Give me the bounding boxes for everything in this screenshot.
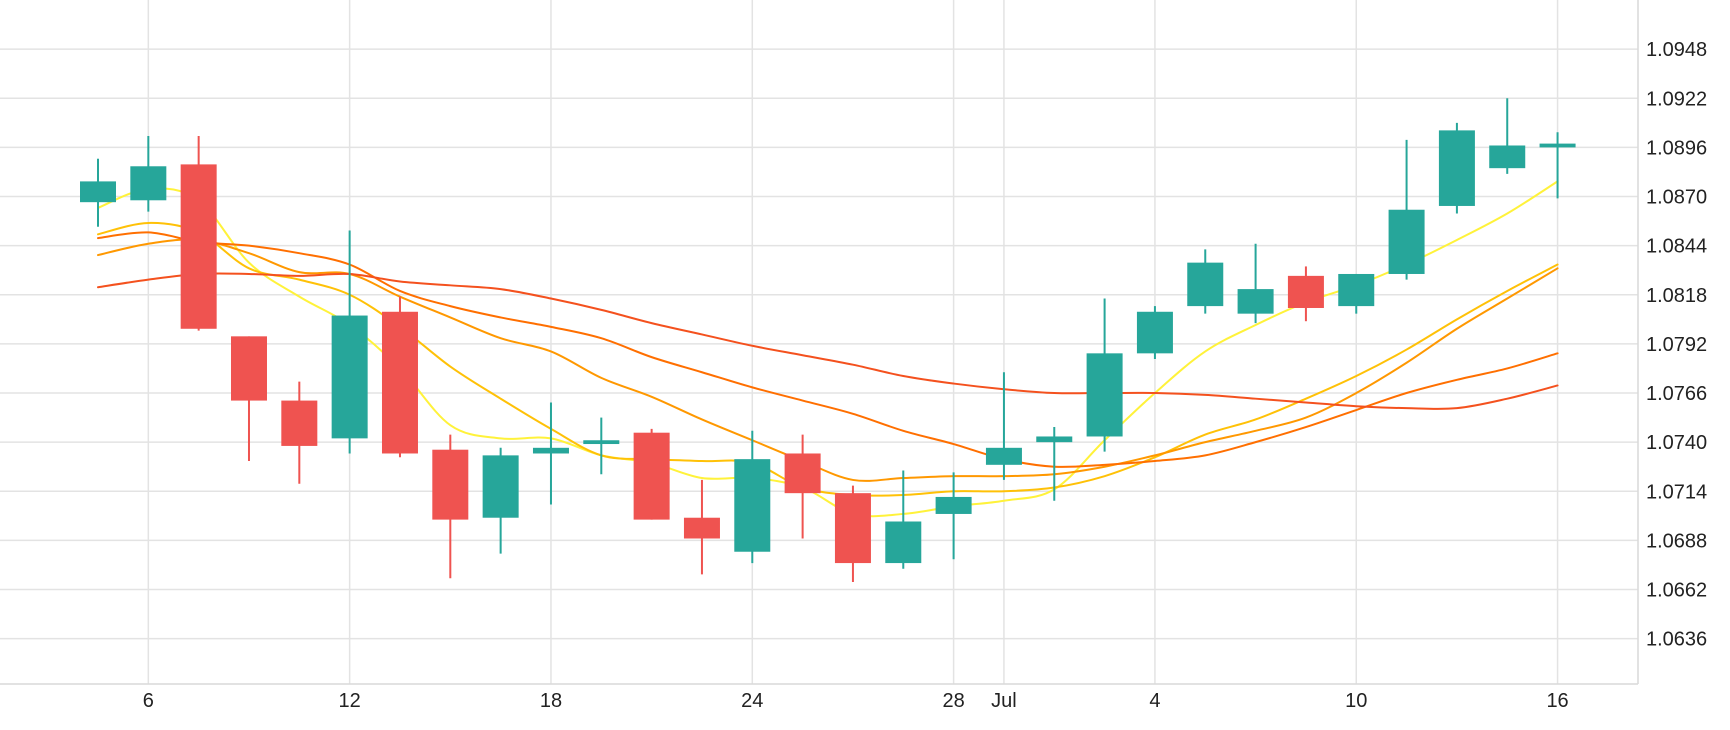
candle-body bbox=[935, 496, 972, 514]
candle-body bbox=[1539, 143, 1576, 148]
y-tick-label: 1.0818 bbox=[1646, 285, 1707, 307]
bullish-candle bbox=[583, 417, 620, 475]
bearish-candle bbox=[381, 296, 418, 458]
bullish-candle bbox=[331, 230, 368, 454]
moving-average-layer bbox=[97, 180, 1559, 518]
bullish-candle bbox=[130, 136, 167, 212]
bullish-candle bbox=[1237, 243, 1274, 324]
candle-body bbox=[180, 164, 217, 329]
y-tick-label: 1.0662 bbox=[1646, 580, 1707, 602]
bearish-candle bbox=[683, 479, 720, 575]
bearish-candle bbox=[1287, 266, 1324, 322]
y-tick-label: 1.0766 bbox=[1646, 383, 1707, 405]
x-tick-label: 16 bbox=[1546, 690, 1568, 712]
bullish-candle bbox=[1338, 273, 1375, 314]
grid-layer bbox=[0, 0, 1638, 684]
bullish-candle bbox=[1086, 298, 1123, 452]
bullish-candle bbox=[734, 430, 771, 564]
bullish-candle bbox=[935, 472, 972, 560]
axis-layer: 1.0636 1.0662 1.0688 1.0714 1.0740 1.0766 1.07… bbox=[0, 0, 1707, 712]
bearish-candle bbox=[432, 434, 469, 579]
candle-body bbox=[1237, 289, 1274, 314]
y-tick-label: 1.0922 bbox=[1646, 88, 1707, 110]
bearish-candle bbox=[230, 336, 267, 462]
y-tick-label: 1.0688 bbox=[1646, 530, 1707, 552]
candle-body bbox=[482, 455, 519, 518]
bullish-candle bbox=[80, 158, 116, 227]
bullish-candle bbox=[885, 470, 922, 569]
moving-average-line-2 bbox=[97, 221, 1559, 497]
candle-body bbox=[432, 449, 469, 520]
candle-body bbox=[1438, 130, 1475, 206]
candle-body bbox=[230, 336, 267, 401]
bullish-candle bbox=[482, 447, 519, 554]
bullish-candle bbox=[1539, 132, 1576, 199]
bullish-candle bbox=[1036, 427, 1073, 501]
x-tick-label: 12 bbox=[339, 690, 361, 712]
bearish-candle bbox=[180, 136, 217, 331]
moving-average-line-4 bbox=[97, 231, 1559, 468]
candle-body bbox=[381, 311, 418, 454]
candle-body bbox=[985, 447, 1022, 465]
candle-body bbox=[331, 315, 368, 439]
bullish-candle bbox=[985, 372, 1022, 480]
candle-body bbox=[734, 459, 771, 552]
candle-body bbox=[1036, 436, 1073, 443]
candle-body bbox=[583, 440, 620, 445]
candle-body bbox=[130, 166, 167, 201]
bearish-candle bbox=[281, 381, 318, 484]
candle-body bbox=[683, 517, 720, 539]
y-tick-label: 1.0792 bbox=[1646, 334, 1707, 356]
candle-body bbox=[784, 453, 821, 494]
bullish-candle bbox=[1187, 249, 1224, 314]
moving-average-line-5 bbox=[97, 272, 1559, 410]
x-tick-label: 24 bbox=[741, 690, 763, 712]
bullish-candle bbox=[532, 402, 569, 505]
y-tick-label: 1.0636 bbox=[1646, 629, 1707, 651]
candle-body bbox=[1388, 209, 1425, 274]
bearish-candle bbox=[633, 428, 670, 520]
x-tick-label: 18 bbox=[540, 690, 562, 712]
y-tick-label: 1.0870 bbox=[1646, 187, 1707, 209]
bullish-candle bbox=[1438, 122, 1475, 214]
candle-layer bbox=[80, 98, 1576, 582]
candle-body bbox=[834, 493, 871, 564]
candle-body bbox=[532, 447, 569, 454]
y-tick-label: 1.0948 bbox=[1646, 39, 1707, 61]
candle-body bbox=[1136, 311, 1173, 354]
candle-body bbox=[885, 521, 922, 564]
bearish-candle bbox=[834, 485, 871, 582]
x-tick-label: 4 bbox=[1149, 690, 1160, 712]
candle-body bbox=[1086, 353, 1123, 437]
bullish-candle bbox=[1388, 139, 1425, 280]
candle-body bbox=[80, 181, 116, 203]
bearish-candle bbox=[784, 434, 821, 539]
y-tick-label: 1.0740 bbox=[1646, 432, 1707, 454]
bullish-candle bbox=[1489, 98, 1526, 174]
moving-average-line-1 bbox=[97, 180, 1559, 518]
x-tick-label: Jul bbox=[991, 690, 1017, 712]
x-tick-label: 28 bbox=[942, 690, 964, 712]
candle-body bbox=[1489, 145, 1526, 169]
candle-body bbox=[633, 432, 670, 520]
candle-body bbox=[1187, 262, 1224, 307]
y-tick-label: 1.0714 bbox=[1646, 481, 1707, 503]
y-tick-label: 1.0896 bbox=[1646, 137, 1707, 159]
candle-body bbox=[281, 400, 318, 446]
x-tick-label: 10 bbox=[1345, 690, 1367, 712]
y-tick-label: 1.0844 bbox=[1646, 236, 1707, 258]
candle-body bbox=[1287, 275, 1324, 308]
x-tick-label: 6 bbox=[143, 690, 154, 712]
candle-body bbox=[1338, 273, 1375, 307]
bullish-candle bbox=[1136, 306, 1173, 360]
